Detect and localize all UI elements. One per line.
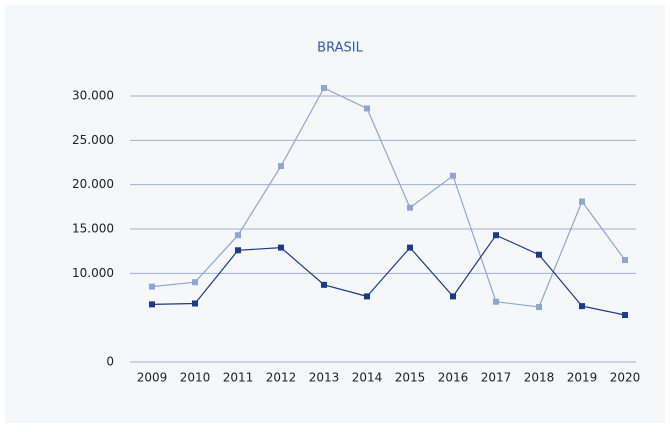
- data-point: [450, 293, 456, 300]
- data-point: [579, 198, 585, 205]
- y-tick-label: 25.000: [72, 133, 114, 147]
- data-point: [450, 172, 456, 179]
- x-tick-label: 2019: [567, 371, 598, 385]
- data-point: [192, 279, 198, 286]
- x-tick-label: 2011: [223, 371, 254, 385]
- data-point: [149, 283, 155, 290]
- data-point: [235, 247, 241, 254]
- data-point: [364, 105, 370, 112]
- chart-title: BRASIL: [317, 41, 363, 56]
- data-point: [536, 251, 542, 258]
- y-tick-label: 0: [106, 355, 114, 369]
- data-point: [364, 293, 370, 300]
- data-point: [235, 232, 241, 239]
- data-point: [149, 301, 155, 308]
- data-point: [192, 300, 198, 307]
- data-point: [407, 204, 413, 211]
- y-tick-label: 30.000: [72, 89, 114, 103]
- x-tick-label: 2020: [610, 371, 641, 385]
- data-point: [579, 303, 585, 310]
- x-tick-label: 2018: [524, 371, 555, 385]
- data-point: [493, 298, 499, 305]
- data-point: [278, 244, 284, 251]
- series-line: [151, 87, 626, 308]
- panel: [5, 5, 665, 423]
- x-tick-label: 2016: [438, 371, 469, 385]
- x-tick-label: 2014: [352, 371, 383, 385]
- data-point: [622, 257, 628, 264]
- x-tick-label: 2009: [137, 371, 168, 385]
- data-point: [493, 232, 499, 239]
- x-tick-label: 2012: [266, 371, 297, 385]
- x-tick-label: 2013: [309, 371, 340, 385]
- y-tick-label: 10.000: [72, 266, 114, 280]
- x-tick-label: 2010: [180, 371, 211, 385]
- data-point: [622, 312, 628, 319]
- y-tick-label: 20.000: [72, 177, 114, 191]
- data-point: [536, 304, 542, 311]
- data-point: [321, 85, 327, 92]
- x-tick-label: 2015: [395, 371, 426, 385]
- data-point: [407, 244, 413, 251]
- y-tick-label: 15.000: [72, 222, 114, 236]
- data-point: [321, 281, 327, 288]
- series-line: [151, 234, 626, 316]
- data-point: [278, 163, 284, 170]
- x-tick-label: 2017: [481, 371, 512, 385]
